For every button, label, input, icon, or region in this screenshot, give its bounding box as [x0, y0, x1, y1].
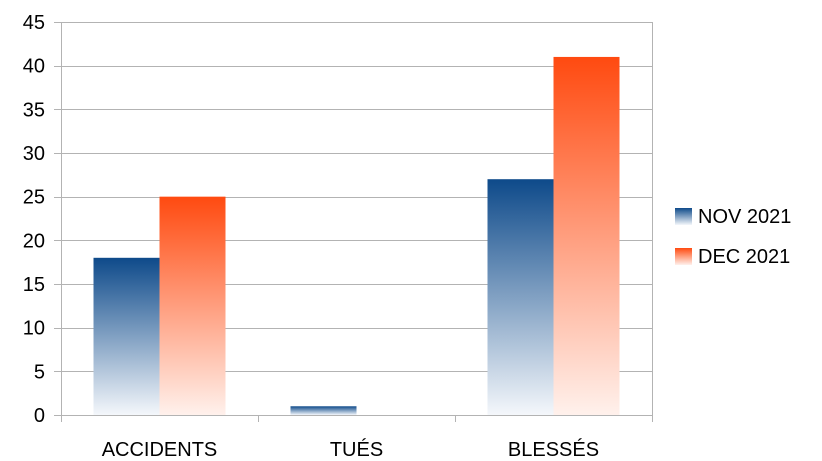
bar-dec-2021-blesses [553, 56, 620, 415]
axes [54, 22, 653, 422]
bar-nov-2021-accidents [93, 257, 160, 415]
y-tick-label-25: 25 [23, 187, 45, 209]
y-tick-label-0: 0 [34, 405, 45, 427]
legend: NOV 2021 DEC 2021 [675, 206, 791, 268]
y-tick-label-40: 40 [23, 56, 45, 78]
x-label-tues: TUÉS [330, 438, 383, 461]
y-tick-label-20: 20 [23, 230, 45, 252]
y-axis-tick-labels: 0 5 10 15 20 25 30 35 40 45 [23, 12, 45, 427]
y-tick-label-45: 45 [23, 12, 45, 34]
x-label-blesses: BLESSÉS [508, 438, 599, 461]
x-axis-category-labels: ACCIDENTS TUÉS BLESSÉS [102, 438, 599, 461]
bar-dec-2021-accidents [159, 196, 226, 415]
legend-label-nov-2021: NOV 2021 [698, 206, 791, 228]
y-tick-label-35: 35 [23, 99, 45, 121]
legend-swatch-dec-2021 [675, 248, 692, 265]
legend-swatch-nov-2021 [675, 208, 692, 225]
bar-nov-2021-tues [290, 406, 357, 415]
legend-label-dec-2021: DEC 2021 [698, 246, 790, 268]
bar-nov-2021-blesses [487, 179, 554, 415]
x-label-accidents: ACCIDENTS [102, 439, 218, 461]
y-tick-label-15: 15 [23, 274, 45, 296]
y-tick-label-5: 5 [34, 361, 45, 383]
y-tick-label-30: 30 [23, 143, 45, 165]
bars [93, 56, 620, 415]
y-tick-label-10: 10 [23, 318, 45, 340]
